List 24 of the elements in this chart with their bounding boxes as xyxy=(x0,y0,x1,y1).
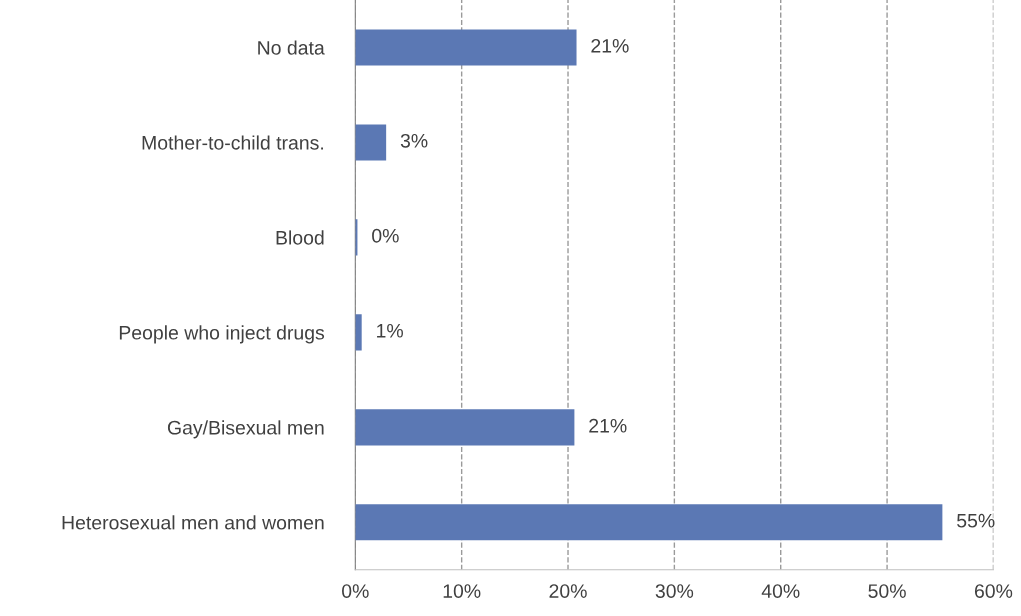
x-tick-label: 60% xyxy=(974,584,1013,598)
y-tick-label: People who inject drugs xyxy=(119,325,325,344)
x-tick-label: 20% xyxy=(549,584,587,598)
y-tick-label: Heterosexual men and women xyxy=(62,515,324,530)
y-tick-label: No data xyxy=(258,40,325,55)
data-label: 0% xyxy=(372,228,399,243)
bar xyxy=(355,409,575,446)
y-tick-label: Mother-to-child trans. xyxy=(142,135,323,150)
x-tick-label: 10% xyxy=(443,584,481,598)
data-label: 21% xyxy=(589,418,627,433)
x-tick-label: 30% xyxy=(655,584,694,598)
data-label: 21% xyxy=(591,38,629,53)
bar xyxy=(355,504,943,541)
x-tick-label: 0% xyxy=(342,584,369,598)
bar xyxy=(355,124,387,161)
bar xyxy=(355,314,362,351)
data-label: 3% xyxy=(400,133,428,148)
data-label: 1% xyxy=(377,323,403,338)
data-label: 55% xyxy=(957,513,995,528)
y-tick-label: Blood xyxy=(276,230,324,245)
x-tick-label: 40% xyxy=(761,584,800,598)
bar xyxy=(355,29,577,66)
x-tick-label: 50% xyxy=(868,584,906,598)
y-tick-label: Gay/Bisexual men xyxy=(167,420,324,439)
